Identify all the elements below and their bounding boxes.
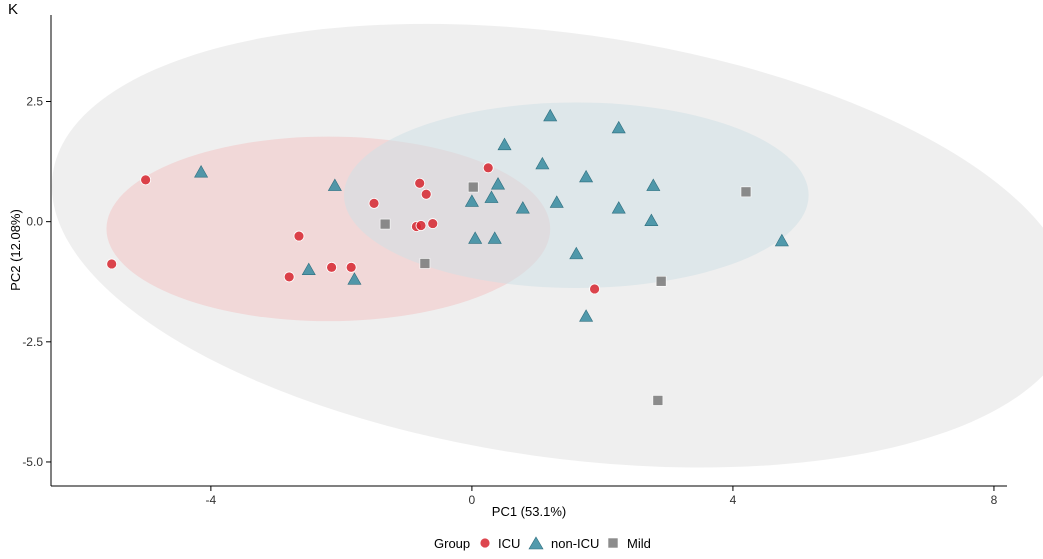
point-icu-1: [106, 258, 118, 270]
point-non-icu-6: [484, 190, 499, 203]
x-ticks: -4 0 4 8: [206, 486, 998, 507]
y-ticks: -5.0 -2.5 0.0 2.5: [22, 95, 51, 469]
point-non-icu-1: [327, 178, 342, 191]
point-icu-4: [326, 261, 338, 273]
legend-mild-label: Mild: [627, 536, 651, 551]
point-non-icu-20: [646, 178, 661, 191]
y-tick-label-3: 2.5: [26, 95, 43, 109]
point-icu-3: [283, 271, 295, 283]
legend-mild-key: [607, 537, 619, 549]
point-non-icu-18: [611, 120, 626, 134]
point-mild-4: [652, 395, 664, 406]
point-mild-2: [467, 181, 479, 193]
point-non-icu-13: [549, 195, 564, 208]
point-mild-1: [419, 258, 431, 269]
legend-non-icu-key: [528, 536, 544, 550]
x-axis-title: PC1 (53.1%): [492, 504, 566, 519]
point-icu-5: [345, 261, 357, 273]
data-points: [106, 108, 789, 406]
ellipse-non-icu: [343, 102, 809, 288]
point-non-icu-2: [301, 262, 316, 276]
point-non-icu-21: [774, 233, 789, 247]
point-non-icu-4: [464, 194, 479, 207]
y-tick-label-2: 0.0: [26, 215, 43, 229]
point-non-icu-3: [347, 272, 362, 285]
point-non-icu-17: [611, 201, 626, 214]
y-tick-label-0: -5.0: [22, 455, 43, 469]
point-non-icu-15: [579, 169, 594, 183]
point-icu-8: [420, 188, 432, 200]
point-icu-11: [427, 218, 439, 229]
point-non-icu-14: [569, 246, 584, 260]
y-axis-title: PC2 (12.08%): [8, 209, 23, 291]
point-icu-7: [414, 177, 426, 189]
x-tick-label-2: 4: [730, 493, 737, 507]
point-icu-10: [415, 220, 427, 231]
panel-label: K: [8, 1, 18, 18]
point-icu-2: [293, 230, 305, 242]
point-non-icu-19: [644, 213, 659, 227]
x-tick-label-1: 0: [469, 493, 476, 507]
point-non-icu-16: [579, 309, 594, 322]
legend-non-icu-label: non-ICU: [551, 536, 599, 551]
point-icu-12: [482, 162, 494, 174]
point-non-icu-7: [487, 231, 502, 244]
point-non-icu-11: [535, 156, 550, 170]
point-mild-5: [740, 186, 752, 198]
confidence-ellipses: [51, 23, 1043, 468]
point-icu-6: [368, 197, 380, 209]
legend-title: Group: [434, 536, 470, 551]
point-icu-0: [140, 174, 152, 186]
point-non-icu-10: [515, 201, 530, 214]
point-non-icu-9: [497, 137, 512, 151]
legend-icu-label: ICU: [498, 536, 520, 551]
point-non-icu-8: [490, 177, 506, 190]
x-tick-label-3: 8: [991, 493, 998, 507]
legend: Group ICU non-ICU Mild: [434, 536, 651, 551]
axes: [50, 15, 1007, 487]
point-non-icu-12: [543, 108, 558, 122]
point-icu-13: [589, 283, 600, 295]
point-mild-0: [379, 218, 391, 230]
point-non-icu-5: [468, 231, 483, 244]
point-mild-3: [655, 275, 667, 287]
point-non-icu-0: [194, 165, 209, 178]
x-tick-label-0: -4: [206, 493, 217, 507]
legend-icu-key: [479, 537, 491, 549]
y-tick-label-1: -2.5: [22, 335, 43, 349]
